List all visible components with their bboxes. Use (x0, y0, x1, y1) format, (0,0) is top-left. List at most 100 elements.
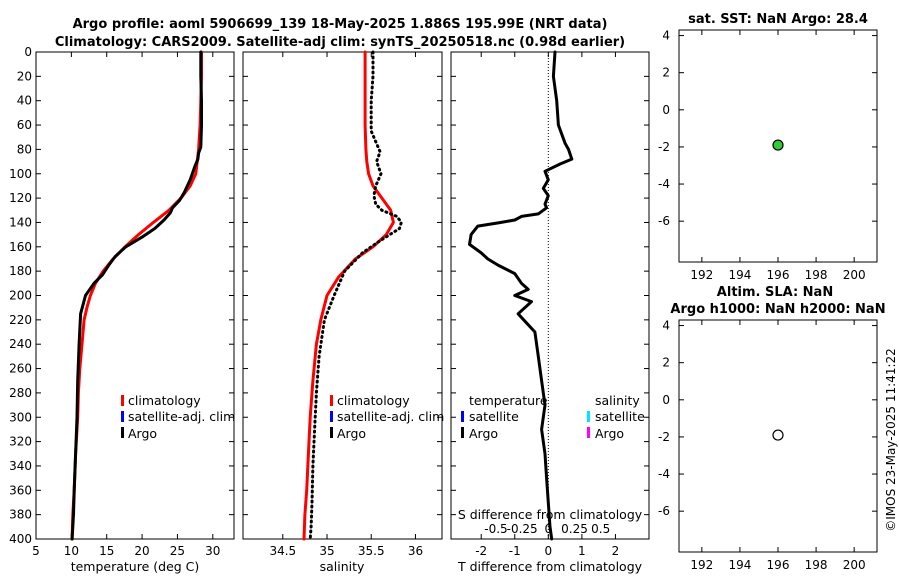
series-argo (70, 50, 203, 541)
x-tick-label: -2 (475, 544, 487, 558)
sst-plot: 192 194 196 198 200 4 2 0 -2 -4 -6 (658, 29, 877, 282)
y-tick-label: 260 (9, 362, 32, 376)
y-tick-label: 300 (9, 410, 32, 424)
sst-title: sat. SST: NaN Argo: 28.4 (688, 12, 868, 27)
x-tick-label: 10 (64, 544, 79, 558)
y-tick-label: 340 (9, 459, 32, 473)
data-point (772, 429, 784, 441)
figure-title-line1: Argo profile: aoml 5906699_139 18-May-20… (73, 17, 608, 32)
timestamp: ©IMOS 23-May-2025 11:41:22 (884, 348, 898, 532)
y-tick-label: 80 (17, 142, 32, 156)
x-tick-label: 196 (767, 558, 790, 572)
x-tick-label: 5 (32, 544, 40, 558)
legend-label-satellite-adj: satellite-adj. clim (337, 409, 444, 424)
difference-xlabel: T difference from climatology (457, 559, 643, 574)
y-tick-label: 0 (662, 393, 670, 407)
y-tick-label: 400 (9, 532, 32, 546)
sla-plot: 192 194 196 198 200 4 2 0 -2 -4 -6 (658, 319, 877, 572)
legend-label-satellite-temp: satellite (469, 409, 519, 424)
x-tick-label: 194 (728, 558, 751, 572)
x-tick-label: 30 (205, 544, 220, 558)
x-tick-label: 36 (408, 544, 423, 558)
legend-label-argo: Argo (337, 426, 366, 441)
y-tick-label: 0 (24, 45, 32, 59)
legend-label-argo-temp: Argo (469, 426, 498, 441)
legend-label-satellite-adj: satellite-adj. clim (128, 409, 235, 424)
y-tick-label: -4 (658, 467, 670, 481)
x-tick-label: 192 (690, 268, 713, 282)
x-tick-label: 35.5 (358, 544, 385, 558)
x-tick-label: 196 (767, 268, 790, 282)
x2-tick-label: 0 (545, 522, 553, 536)
y-tick-label: 120 (9, 191, 32, 205)
x-tick-label: 194 (728, 268, 751, 282)
y-tick-label: 0 (662, 103, 670, 117)
x-tick-label: 200 (843, 268, 866, 282)
legend-swatch-argo-temp (461, 427, 464, 438)
salinity-axes (242, 51, 443, 540)
temperature-plot: 5 10 15 20 25 3002040608010012014016018020022… (9, 45, 234, 558)
y-tick-label: -6 (658, 504, 670, 518)
series-argo (468, 50, 574, 541)
x-tick-label: 198 (805, 268, 828, 282)
y-tick-label: 40 (17, 94, 32, 108)
salinity-xlabel: salinity (320, 559, 365, 574)
data-point (772, 139, 784, 151)
y-tick-label: 160 (9, 240, 32, 254)
difference-legend: temperature satellite Argo salinity sate… (461, 393, 645, 441)
x-tick-label: 2 (612, 544, 620, 558)
y-tick-label: 60 (17, 118, 32, 132)
legend-swatch-argo (121, 427, 124, 438)
y-tick-label: 4 (662, 29, 670, 43)
x-tick-label: 1 (578, 544, 586, 558)
x-tick-label: 35 (319, 544, 334, 558)
legend-swatch-satellite-adj (121, 411, 124, 422)
legend-heading-salinity: salinity (595, 393, 640, 408)
legend-label-climatology: climatology (128, 393, 201, 408)
figure-title-line2: Climatology: CARS2009. Satellite-adj cli… (55, 35, 625, 50)
y-tick-label: 320 (9, 435, 32, 449)
sla-title-line1: Altim. SLA: NaN (717, 285, 833, 300)
y-tick-label: 240 (9, 337, 32, 351)
difference-x2label: S difference from climatology (458, 507, 643, 522)
temperature-xlabel: temperature (deg C) (71, 559, 200, 574)
series-argo (308, 50, 403, 541)
x2-tick-label: -0.25 (507, 522, 538, 536)
legend-label-argo-sal: Argo (595, 426, 624, 441)
x-tick-label: 200 (843, 558, 866, 572)
legend-label-satellite-sal: satellite (595, 409, 645, 424)
legend-swatch-sat-sal (587, 411, 590, 422)
y-tick-label: 140 (9, 215, 32, 229)
legend-swatch-climatology (330, 395, 333, 406)
x2-tick-label: -0.5 (484, 522, 507, 536)
y-tick-label: -2 (658, 430, 670, 444)
salinity-plot: 34.5 35 35.5 36 (243, 50, 442, 558)
y-tick-label: 280 (9, 386, 32, 400)
x-tick-label: 34.5 (269, 544, 296, 558)
legend-heading-temperature: temperature (469, 393, 548, 408)
difference-plot: -2 -1 0 1 2 -0.5-0.25 0 0.25 0.5 (451, 50, 649, 558)
y-tick-label: 380 (9, 508, 32, 522)
y-tick-label: 20 (17, 69, 32, 83)
sla-title-line2: Argo h1000: NaN h2000: NaN (670, 302, 885, 317)
x2-tick-label: 0.5 (591, 522, 610, 536)
legend-label-climatology: climatology (337, 393, 410, 408)
series-climatology (302, 50, 395, 541)
x-tick-label: 20 (134, 544, 149, 558)
x-tick-label: 25 (170, 544, 185, 558)
y-tick-label: -4 (658, 177, 670, 191)
y-tick-label: 360 (9, 483, 32, 497)
legend-swatch-sat-temp (461, 411, 464, 422)
x-tick-label: -1 (509, 544, 521, 558)
salinity-legend: climatology satellite-adj. clim Argo (330, 393, 444, 441)
legend-swatch-argo-sal (587, 427, 590, 438)
legend-swatch-argo (330, 427, 333, 438)
series-climatology (70, 50, 203, 541)
temperature-axes (35, 51, 235, 540)
x-tick-label: 0 (545, 544, 553, 558)
legend-swatch-satellite-adj (330, 411, 333, 422)
x-tick-label: 15 (99, 544, 114, 558)
legend-swatch-climatology (121, 395, 124, 406)
legend-label-argo: Argo (128, 426, 157, 441)
